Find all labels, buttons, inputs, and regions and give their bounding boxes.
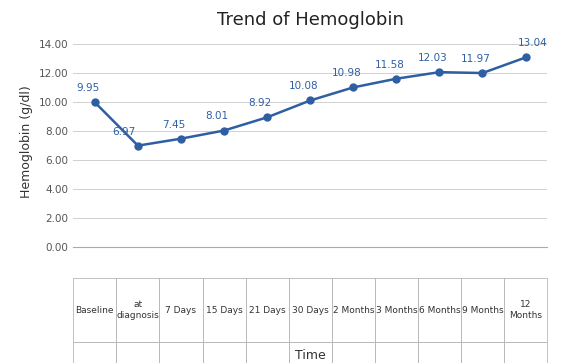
Text: 9.95: 9.95 xyxy=(76,83,99,93)
Title: Trend of Hemoglobin: Trend of Hemoglobin xyxy=(217,11,404,29)
Text: 8.92: 8.92 xyxy=(249,98,272,108)
Text: 10.08: 10.08 xyxy=(288,81,318,91)
Text: 10.98: 10.98 xyxy=(332,68,361,78)
Text: 11.97: 11.97 xyxy=(461,54,491,64)
Text: 7.45: 7.45 xyxy=(162,119,186,130)
Text: 6.97: 6.97 xyxy=(112,127,136,136)
Text: 12.03: 12.03 xyxy=(417,53,447,63)
Text: 13.04: 13.04 xyxy=(518,38,548,48)
Text: 11.58: 11.58 xyxy=(374,60,404,70)
Y-axis label: Hemoglobin (g/dl): Hemoglobin (g/dl) xyxy=(20,85,33,198)
Text: Time: Time xyxy=(295,349,325,362)
Text: 8.01: 8.01 xyxy=(205,111,228,122)
